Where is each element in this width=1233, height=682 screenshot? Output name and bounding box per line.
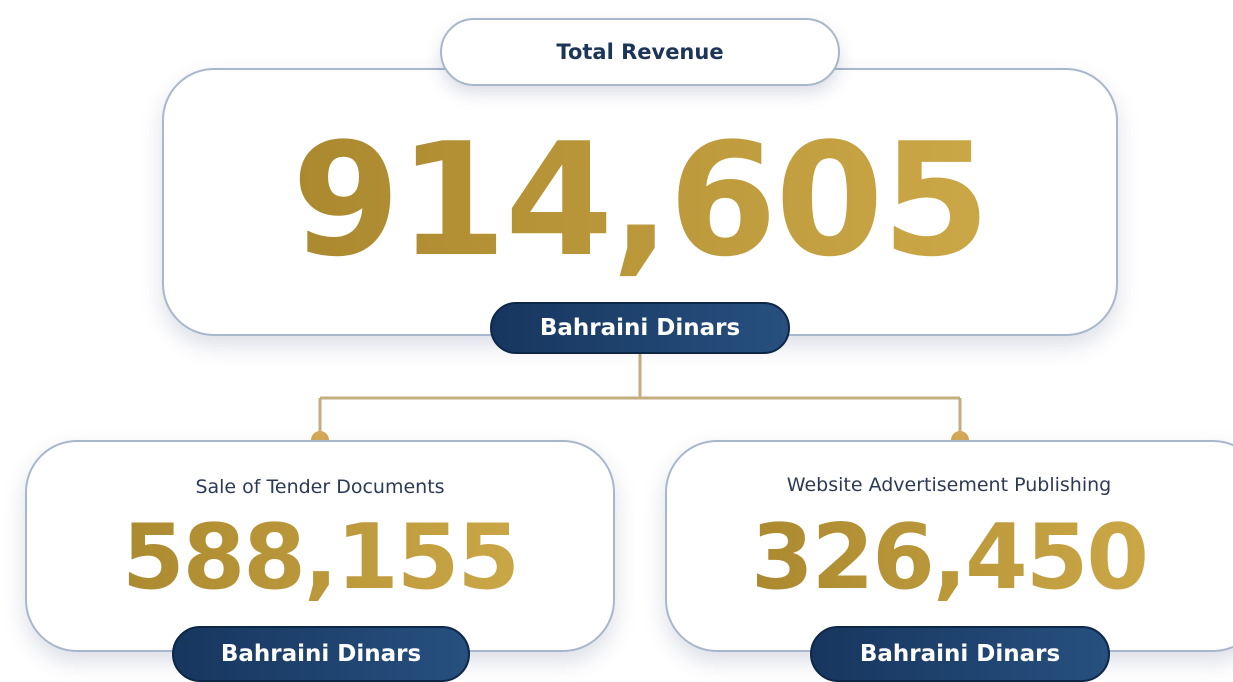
title-pill: Total Revenue	[440, 18, 840, 86]
total-value: 914,605	[164, 110, 1116, 290]
item-card: Website Advertisement Publishing 326,450	[665, 440, 1233, 652]
total-card: 914,605	[162, 68, 1118, 336]
item-value: 588,155	[27, 506, 613, 610]
item-label: Website Advertisement Publishing	[786, 474, 1112, 496]
item-value: 326,450	[667, 506, 1231, 610]
item-label: Sale of Tender Documents	[195, 476, 445, 498]
item-card: Sale of Tender Documents 588,155	[25, 440, 615, 652]
unit-pill: Bahraini Dinars	[490, 302, 790, 354]
unit-pill: Bahraini Dinars	[172, 626, 470, 682]
unit-pill: Bahraini Dinars	[810, 626, 1110, 682]
